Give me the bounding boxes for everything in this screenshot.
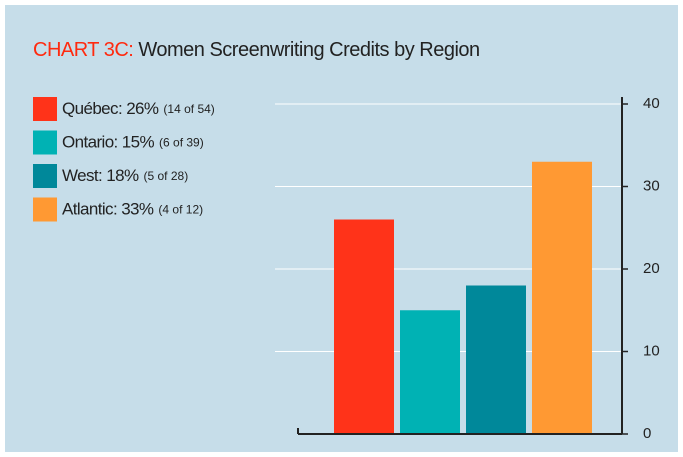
legend-entry: Atlantic: 33% (4 of 12): [62, 200, 203, 219]
legend-swatch: [33, 97, 57, 121]
y-tick-label: 30: [643, 177, 660, 194]
legend-note: (6 of 39): [159, 136, 204, 150]
legend-entry: Québec: 26% (14 of 54): [62, 99, 215, 118]
y-tick-label: 0: [643, 425, 651, 442]
legend-label: West: 18%: [62, 166, 139, 185]
title-prefix: CHART 3C:: [33, 39, 133, 61]
legend-label: Québec: 26%: [62, 99, 159, 118]
bar: [532, 161, 592, 434]
y-tick-label: 40: [643, 95, 660, 112]
legend-note: (5 of 28): [144, 169, 189, 183]
legend-swatch: [33, 164, 57, 188]
bar: [466, 285, 526, 434]
y-tick-label: 20: [643, 260, 660, 277]
legend-note: (14 of 54): [163, 102, 214, 116]
legend-label: Ontario: 15%: [62, 133, 155, 152]
legend-swatch: [33, 130, 57, 155]
legend-label: Atlantic: 33%: [62, 200, 154, 219]
legend-note: (4 of 12): [158, 203, 203, 217]
y-tick-label: 10: [643, 342, 660, 359]
bar: [334, 219, 394, 434]
legend-entry: West: 18% (5 of 28): [62, 166, 188, 185]
bar: [400, 310, 460, 434]
legend-swatch: [33, 197, 57, 222]
chart-title: CHART 3C: Women Screenwriting Credits by …: [33, 39, 480, 61]
title-text: Women Screenwriting Credits by Region: [138, 39, 479, 61]
legend-entry: Ontario: 15% (6 of 39): [62, 133, 204, 152]
